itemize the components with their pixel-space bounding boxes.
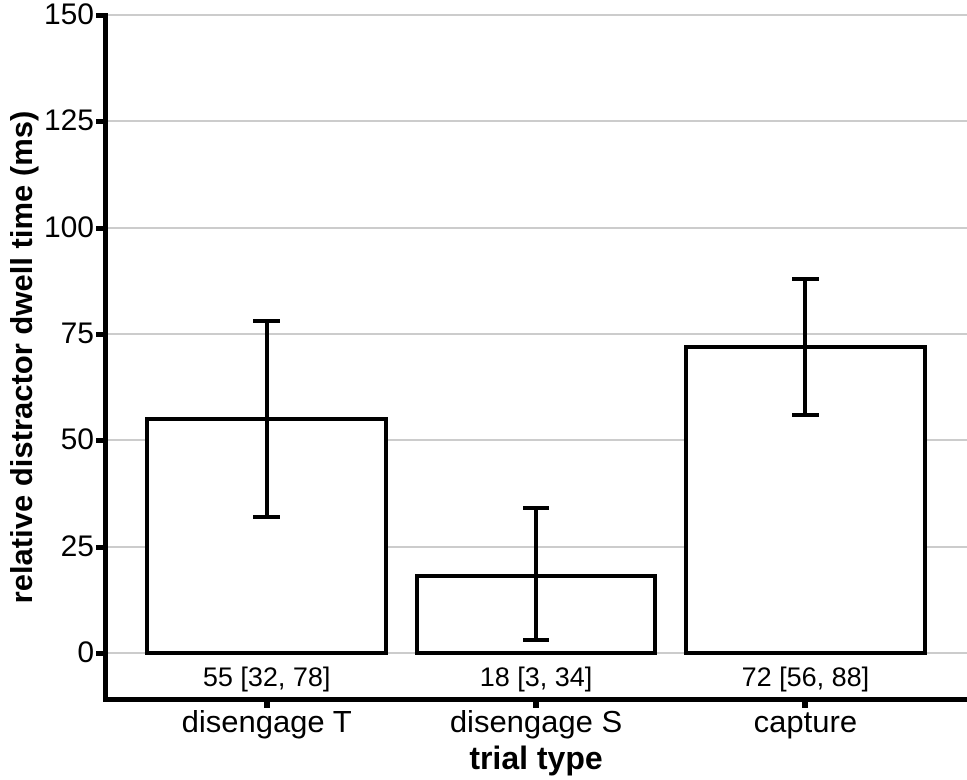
bar-annotation: 55 [32, 78]: [202, 662, 331, 692]
gridline: [105, 120, 967, 123]
y-tick-label: 100: [43, 210, 94, 244]
y-tick-label: 25: [60, 529, 94, 563]
y-tick-mark: [96, 651, 103, 656]
bar-annotation: 18 [3, 34]: [479, 662, 593, 692]
error-bar-line: [264, 321, 269, 517]
y-tick-label: 75: [60, 317, 94, 350]
y-axis-line: [103, 13, 108, 702]
y-tick-mark: [96, 332, 103, 337]
error-bar-line: [534, 508, 538, 641]
bar-annotation: 72 [56, 88]: [741, 662, 870, 692]
x-axis-line: [103, 697, 967, 702]
y-tick-mark: [96, 13, 103, 18]
x-tick-mark: [802, 702, 809, 708]
error-bar-cap-top: [253, 319, 281, 324]
y-tick-label: 50: [60, 423, 94, 457]
x-axis-title: trial type: [469, 740, 603, 776]
error-bar-cap-bottom: [522, 638, 550, 643]
y-tick-mark: [96, 119, 103, 125]
y-tick-label: 150: [43, 0, 94, 31]
y-tick-label: 125: [43, 104, 94, 138]
error-bar-cap-bottom: [253, 514, 281, 519]
x-tick-mark: [263, 702, 270, 708]
gridline: [105, 333, 967, 335]
y-tick-mark: [96, 544, 103, 550]
error-bar-line: [803, 278, 808, 415]
error-bar-cap-bottom: [791, 412, 819, 417]
y-tick-mark: [96, 225, 103, 231]
x-tick-mark: [533, 702, 539, 708]
error-bar-cap-top: [522, 506, 550, 511]
y-tick-mark: [96, 438, 103, 444]
x-tick-label: disengage S: [449, 704, 623, 739]
x-tick-label: capture: [753, 704, 858, 739]
x-tick-label: disengage T: [181, 704, 352, 739]
gridline: [105, 226, 967, 229]
gridline: [105, 439, 967, 442]
y-tick-label: 0: [77, 636, 94, 669]
error-bar-cap-top: [791, 276, 819, 281]
gridline: [105, 14, 967, 16]
